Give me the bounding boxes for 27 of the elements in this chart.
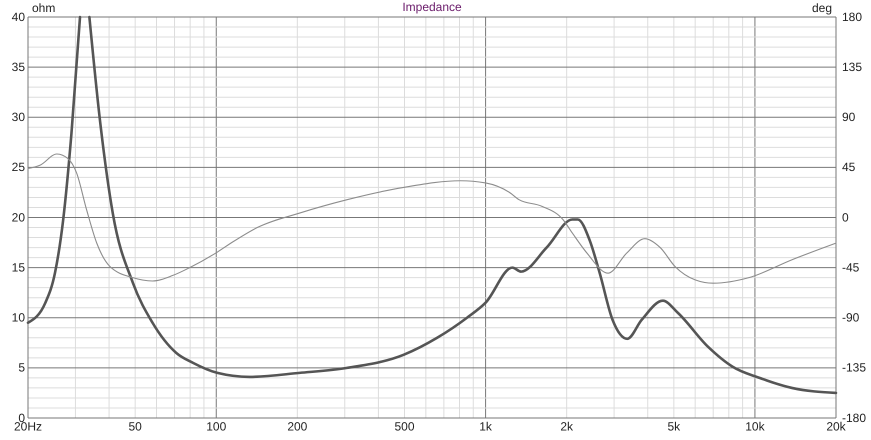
- x-tick-label: 500: [394, 420, 415, 434]
- y-tick-label: 5: [18, 360, 26, 375]
- y2-axis-title: deg: [812, 1, 832, 15]
- x-tick-label: 50: [128, 420, 142, 434]
- y2-tick-label: -45: [842, 260, 860, 274]
- x-tick-label: 10k: [745, 420, 766, 434]
- chart-title: Impedance: [402, 0, 462, 14]
- y2-tick-label: 90: [842, 110, 856, 124]
- y-tick-label: 10: [12, 310, 26, 325]
- y-axis-title: ohm: [32, 1, 56, 15]
- y-tick-label: 40: [12, 10, 26, 24]
- y-tick-label: 15: [12, 260, 26, 274]
- y2-tick-label: -90: [842, 310, 860, 325]
- y2-tick-label: 180: [842, 10, 862, 24]
- y-tick-label: 25: [12, 160, 26, 174]
- y2-tick-label: -135: [842, 360, 866, 375]
- y-tick-label: 20: [12, 210, 26, 224]
- y2-tick-label: 135: [842, 60, 862, 74]
- y2-tick-label: 45: [842, 160, 856, 174]
- y-tick-label: 35: [12, 60, 26, 74]
- x-tick-label: 5k: [668, 420, 682, 434]
- x-tick-label: 100: [206, 420, 227, 434]
- y2-tick-label: 0: [842, 210, 849, 224]
- x-tick-label: 2k: [560, 420, 574, 434]
- x-tick-label: 1k: [479, 420, 493, 434]
- y-tick-label: 30: [12, 110, 26, 124]
- x-tick-label: 200: [287, 420, 308, 434]
